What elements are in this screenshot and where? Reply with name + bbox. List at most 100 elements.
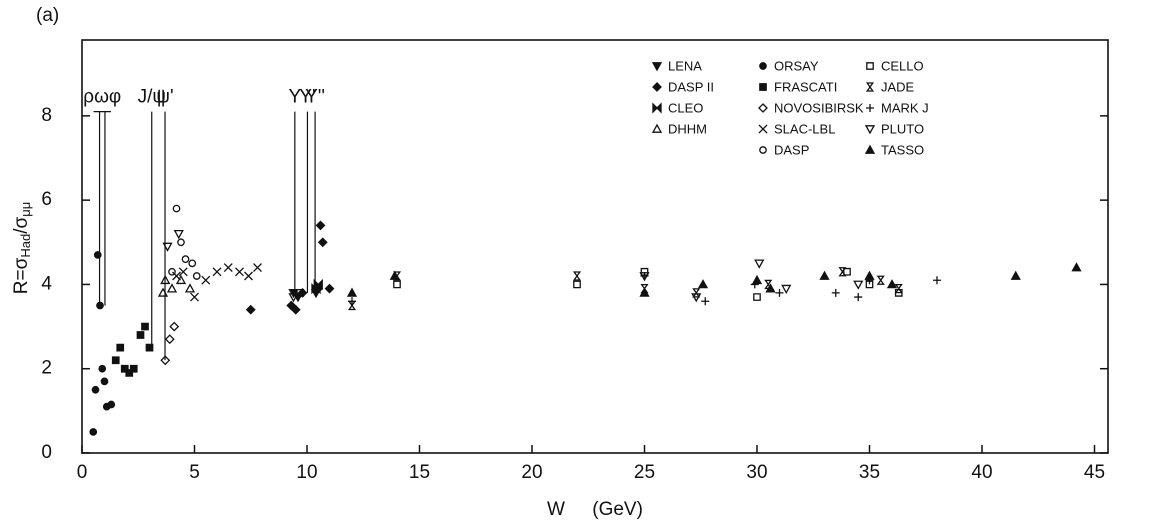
- legend-symbol: [651, 123, 663, 133]
- data-point: [160, 274, 171, 285]
- data-point: [244, 271, 253, 281]
- data-point: [691, 293, 702, 303]
- data-point: [136, 331, 145, 339]
- legend-label: CELLO: [881, 58, 924, 73]
- data-point: [160, 355, 171, 366]
- data-point: [290, 304, 301, 315]
- data-point: [111, 356, 120, 365]
- legend-label: DHHM: [668, 121, 707, 136]
- legend-symbol: [759, 146, 767, 154]
- data-point: [89, 428, 98, 436]
- legend-label: JADE: [881, 79, 915, 94]
- data-point: [315, 220, 326, 231]
- data-point: [313, 278, 323, 290]
- data-point: [753, 293, 761, 301]
- data-point: [1071, 262, 1082, 272]
- data-point: [864, 270, 875, 280]
- legend-label: ORSAY: [774, 58, 819, 73]
- data-point: [854, 293, 863, 302]
- x-tick-label: 0: [77, 462, 88, 483]
- x-tick-label: 25: [634, 462, 655, 483]
- data-point: [297, 287, 308, 298]
- data-point: [177, 238, 185, 247]
- data-point: [701, 297, 710, 306]
- data-point: [853, 280, 864, 290]
- data-point: [692, 288, 701, 298]
- legend-symbol: [759, 83, 767, 91]
- legend-label: FRASCATI: [774, 79, 837, 94]
- legend-symbol: [758, 103, 768, 113]
- data-point: [157, 287, 169, 297]
- legend-label: CLEO: [668, 100, 703, 115]
- data-point: [886, 279, 898, 289]
- legend-symbol: [758, 124, 768, 134]
- legend-symbol: [652, 102, 662, 114]
- legend-symbol: [651, 62, 663, 72]
- legend-label: TASSO: [881, 142, 924, 157]
- y-label-part: /σ: [11, 217, 32, 234]
- legend-symbol: [864, 125, 876, 135]
- resonance-label: J/ψ: [138, 87, 166, 108]
- data-point: [245, 304, 256, 315]
- x-tick-label: 35: [859, 462, 880, 483]
- x-tick-label: 45: [1084, 462, 1105, 483]
- x-tick-label: 40: [971, 462, 992, 483]
- x-tick-label: 10: [296, 462, 317, 483]
- legend-label: DASP II: [668, 79, 714, 94]
- legend-label: SLAC-LBL: [774, 121, 835, 136]
- data-point: [894, 283, 903, 294]
- data-point: [288, 293, 299, 303]
- data-point: [573, 280, 581, 289]
- legend-symbol: [864, 144, 876, 154]
- data-point: [145, 343, 154, 352]
- data-point: [100, 377, 109, 386]
- y-tick-label: 2: [41, 358, 52, 379]
- data-point: [184, 283, 196, 293]
- data-point: [389, 270, 400, 280]
- x-tick-label: 5: [189, 462, 200, 483]
- data-point: [181, 255, 190, 263]
- data-point: [253, 263, 262, 273]
- y-label-part: μμ: [18, 202, 33, 217]
- resonance-label: ψ': [156, 87, 173, 108]
- data-point: [393, 280, 401, 289]
- y-axis-label: R=σHad/σμμ: [11, 202, 33, 294]
- data-point: [98, 364, 107, 373]
- data-point: [317, 237, 328, 248]
- y-tick-label: 6: [41, 189, 52, 210]
- legend-label: NOVOSIBIRSK: [774, 100, 864, 115]
- data-point: [223, 263, 233, 273]
- resonance-label: Υ'': [305, 87, 325, 108]
- data-point: [775, 288, 784, 297]
- y-tick-label: 4: [41, 273, 52, 294]
- data-point: [192, 272, 201, 280]
- resonance-label: Υ': [299, 87, 315, 108]
- data-point: [93, 251, 102, 259]
- plot-frame: [81, 39, 1109, 454]
- y-tick-label: 8: [41, 105, 52, 126]
- data-point: [141, 322, 149, 331]
- data-point: [348, 297, 356, 306]
- data-point: [188, 259, 197, 268]
- data-point: [751, 274, 763, 285]
- data-point: [166, 283, 178, 293]
- y-label-part: R=σ: [11, 257, 32, 294]
- legend-symbol: [866, 104, 874, 112]
- data-point: [201, 275, 211, 285]
- data-point: [107, 400, 116, 409]
- legend-symbol: [652, 82, 662, 92]
- resonance-label: Υ: [289, 87, 302, 108]
- x-tick-label: 20: [521, 462, 542, 483]
- data-point: [129, 364, 138, 373]
- data-point: [178, 267, 188, 277]
- data-point: [172, 204, 181, 213]
- data-point: [324, 283, 335, 294]
- data-point: [172, 271, 181, 281]
- data-point: [116, 343, 125, 352]
- data-point: [933, 276, 941, 285]
- resonance-label: ρωφ: [83, 87, 121, 108]
- data-point: [831, 288, 840, 297]
- legend-symbol: [866, 62, 874, 70]
